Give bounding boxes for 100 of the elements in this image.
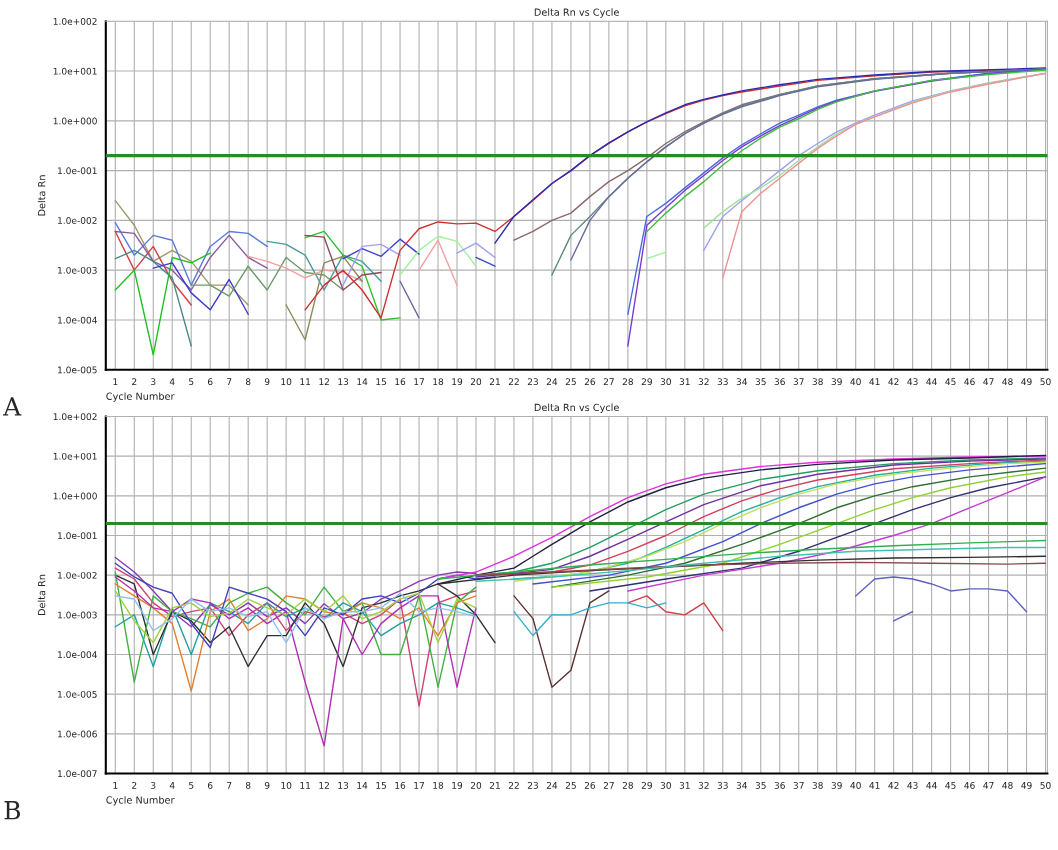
y-tick-label: 1.0e-001	[58, 167, 97, 175]
x-tick-label: 20	[470, 378, 482, 386]
x-tick-label: 27	[603, 781, 614, 789]
x-tick-label: 49	[1021, 378, 1032, 386]
x-tick-label: 38	[812, 781, 823, 789]
x-tick-label: 33	[717, 378, 728, 386]
x-tick-label: 50	[1040, 781, 1051, 789]
x-tick-label: 42	[888, 378, 899, 385]
y-tick-label: 1.0e+002	[53, 17, 97, 25]
x-tick-label: 18	[433, 378, 444, 386]
y-tick-label: 1.0e-002	[58, 571, 97, 579]
x-tick-label: 11	[300, 378, 311, 385]
x-axis-title: Cycle Number	[106, 392, 175, 402]
x-tick-label: 2	[132, 781, 137, 789]
x-tick-label: 37	[793, 378, 804, 386]
x-tick-label: 46	[964, 781, 975, 789]
y-tick-label: 1.0e+002	[53, 413, 97, 421]
x-tick-label: 26	[584, 781, 596, 789]
x-tick-label: 16	[395, 781, 406, 789]
x-tick-label: 17	[414, 378, 425, 385]
y-axis-title: Delta Rn	[37, 175, 46, 216]
x-tick-label: 14	[357, 782, 368, 789]
x-tick-label: 49	[1021, 781, 1032, 789]
x-tick-label: 16	[395, 378, 406, 386]
y-tick-label: 1.0e-005	[58, 366, 97, 374]
x-tick-label: 32	[698, 781, 709, 789]
x-tick-label: 5	[189, 378, 194, 386]
y-axis-title: Delta Rn	[37, 574, 46, 616]
x-tick-label: 39	[831, 781, 842, 789]
x-tick-label: 48	[1002, 378, 1013, 386]
x-tick-label: 19	[452, 781, 463, 789]
x-tick-label: 21	[489, 378, 500, 385]
x-tick-label: 27	[603, 378, 614, 385]
x-tick-label: 35	[755, 378, 766, 386]
x-tick-label: 11	[300, 782, 311, 789]
y-tick-label: 1.0e-004	[58, 651, 97, 659]
x-tick-label: 22	[508, 781, 519, 789]
x-tick-label: 45	[945, 378, 956, 386]
x-axis-title: Cycle Number	[106, 796, 175, 806]
text: A	[3, 397, 22, 416]
x-tick-label: 44	[926, 378, 937, 385]
x-tick-label: 25	[565, 781, 576, 789]
x-tick-label: 13	[338, 781, 349, 789]
x-tick-label: 34	[736, 378, 748, 386]
x-tick-label: 2	[132, 378, 137, 385]
y-tick-label: 1.0e-007	[58, 770, 97, 778]
y-tick-label: 1.0e+000	[53, 492, 97, 500]
y-tick-label: 1.0e-003	[58, 266, 97, 274]
x-tick-label: 15	[376, 782, 387, 789]
x-tick-label: 41	[869, 782, 880, 789]
x-tick-label: 32	[698, 378, 709, 386]
x-tick-label: 28	[622, 378, 633, 386]
y-tick-label: 1.0e-004	[58, 316, 97, 324]
x-tick-label: 30	[660, 378, 671, 386]
x-tick-label: 39	[831, 378, 842, 386]
x-tick-label: 5	[189, 782, 194, 789]
x-tick-label: 43	[907, 378, 918, 386]
x-tick-label: 33	[717, 781, 728, 789]
x-tick-label: 4	[169, 378, 175, 385]
x-tick-label: 41	[869, 378, 880, 385]
x-tick-label: 30	[660, 781, 671, 789]
x-tick-label: 36	[774, 378, 785, 386]
x-tick-label: 7	[227, 782, 232, 789]
x-tick-label: 31	[679, 781, 690, 789]
x-tick-label: 25	[565, 378, 576, 386]
x-tick-label: 20	[470, 781, 482, 789]
x-tick-label: 40	[850, 378, 861, 386]
x-tick-label: 31	[679, 378, 690, 386]
y-tick-label: 1.0e+001	[53, 452, 97, 460]
x-tick-label: 40	[850, 781, 861, 789]
x-tick-label: 3	[151, 781, 156, 789]
x-tick-label: 19	[452, 378, 463, 386]
x-tick-label: 1	[113, 378, 118, 385]
chart-title: Delta Rn vs Cycle	[534, 8, 619, 18]
x-tick-label: 23	[527, 378, 538, 386]
x-tick-label: 8	[245, 781, 251, 789]
x-tick-label: 48	[1002, 781, 1013, 789]
x-tick-label: 24	[546, 781, 558, 789]
text: B	[4, 801, 21, 820]
x-tick-label: 47	[983, 378, 994, 385]
y-tick-label: 1.0e-006	[58, 730, 97, 738]
x-tick-label: 23	[527, 781, 538, 789]
x-tick-label: 6	[207, 781, 213, 789]
x-tick-label: 4	[169, 782, 175, 789]
x-tick-label: 34	[736, 781, 748, 789]
x-tick-label: 12	[319, 378, 329, 385]
x-tick-label: 44	[926, 782, 937, 789]
chart-title: Delta Rn vs Cycle	[534, 403, 619, 413]
x-tick-label: 26	[584, 378, 596, 386]
x-tick-label: 14	[357, 378, 368, 385]
x-tick-label: 6	[207, 378, 213, 386]
x-tick-label: 15	[376, 378, 387, 386]
y-tick-label: 1.0e-002	[58, 217, 97, 224]
x-tick-label: 37	[793, 781, 804, 789]
x-tick-label: 35	[755, 781, 766, 789]
x-tick-label: 7	[227, 378, 232, 385]
x-tick-label: 45	[945, 782, 956, 789]
x-tick-label: 24	[546, 378, 558, 385]
x-tick-label: 10	[281, 378, 292, 386]
x-tick-label: 29	[641, 378, 652, 386]
